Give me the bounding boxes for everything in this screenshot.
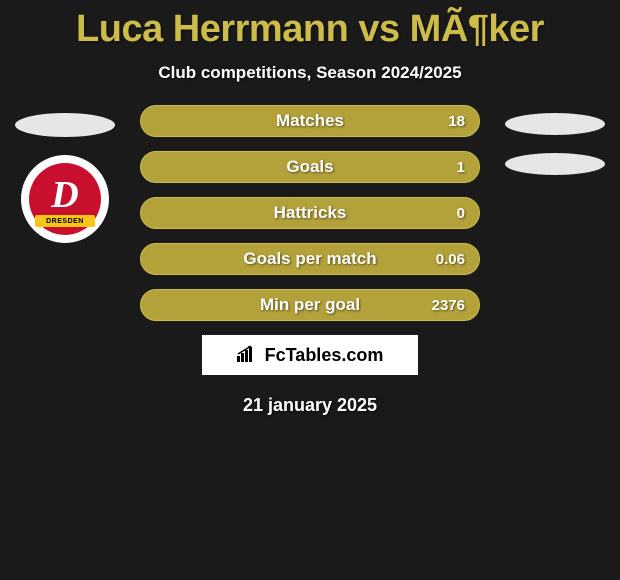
stat-label: Goals per match — [243, 249, 376, 269]
stat-value: 18 — [448, 113, 465, 130]
club-badge-banner: DRESDEN — [35, 215, 95, 227]
club-badge-inner: D DRESDEN — [29, 163, 101, 235]
stat-value: 0 — [457, 205, 465, 222]
club-badge-letter: D — [51, 173, 78, 217]
stat-label: Min per goal — [260, 295, 360, 315]
stat-value: 1 — [457, 159, 465, 176]
date-label: 21 january 2025 — [0, 395, 620, 416]
footer-brand-inner: FcTables.com — [237, 344, 384, 367]
stat-bar-hattricks: Hattricks 0 — [140, 197, 480, 229]
stat-value: 0.06 — [436, 251, 465, 268]
comparison-content: D DRESDEN Matches 18 Goals 1 Hattricks 0… — [0, 105, 620, 416]
stat-bar-goals: Goals 1 — [140, 151, 480, 183]
player-photo-placeholder-right-1 — [505, 113, 605, 135]
club-badge-left: D DRESDEN — [21, 155, 109, 243]
page-title: Luca Herrmann vs MÃ¶ker — [0, 0, 620, 51]
right-player-column — [500, 105, 610, 193]
stat-bar-matches: Matches 18 — [140, 105, 480, 137]
stat-bar-min-per-goal: Min per goal 2376 — [140, 289, 480, 321]
subtitle: Club competitions, Season 2024/2025 — [0, 63, 620, 83]
stat-bar-goals-per-match: Goals per match 0.06 — [140, 243, 480, 275]
bars-chart-icon — [237, 344, 259, 367]
stat-label: Matches — [276, 111, 344, 131]
stat-label: Hattricks — [274, 203, 347, 223]
player-photo-placeholder-left — [15, 113, 115, 137]
stat-label: Goals — [286, 157, 333, 177]
stat-value: 2376 — [432, 297, 465, 314]
player-photo-placeholder-right-2 — [505, 153, 605, 175]
footer-brand-text: FcTables.com — [265, 345, 384, 366]
stats-bars: Matches 18 Goals 1 Hattricks 0 Goals per… — [140, 105, 480, 321]
footer-brand-box[interactable]: FcTables.com — [202, 335, 418, 375]
left-player-column: D DRESDEN — [10, 105, 120, 243]
